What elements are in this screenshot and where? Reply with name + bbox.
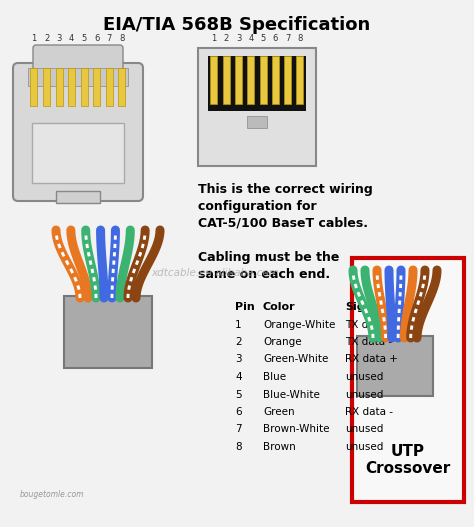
FancyBboxPatch shape — [33, 45, 123, 79]
Text: Pin: Pin — [235, 302, 255, 312]
Text: 1: 1 — [235, 319, 242, 329]
Bar — [247, 56, 255, 104]
Text: Brown: Brown — [263, 442, 296, 452]
Bar — [357, 336, 433, 396]
Text: unused: unused — [345, 372, 383, 382]
Bar — [210, 56, 218, 104]
Bar — [106, 68, 113, 106]
Text: Orange-White: Orange-White — [263, 319, 336, 329]
Text: TX data +: TX data + — [345, 319, 397, 329]
Text: bougetomle.com: bougetomle.com — [20, 490, 84, 499]
Text: 7: 7 — [235, 425, 242, 434]
Bar — [56, 191, 100, 203]
Bar — [284, 56, 291, 104]
Text: UTP
Crossover: UTP Crossover — [365, 444, 451, 476]
Bar — [81, 68, 88, 106]
Text: EIA/TIA 568B Specification: EIA/TIA 568B Specification — [103, 16, 371, 34]
Text: 4: 4 — [235, 372, 242, 382]
Text: 5: 5 — [261, 34, 266, 43]
Text: Blue-White: Blue-White — [263, 389, 320, 399]
Text: 3: 3 — [235, 355, 242, 365]
Bar — [93, 68, 100, 106]
Text: 1: 1 — [211, 34, 217, 43]
Bar — [55, 68, 63, 106]
Bar — [28, 68, 128, 86]
Text: 5: 5 — [235, 389, 242, 399]
Text: 2: 2 — [44, 34, 49, 43]
Text: configuration for: configuration for — [198, 200, 317, 213]
Text: 6: 6 — [273, 34, 278, 43]
Text: 4: 4 — [69, 34, 74, 43]
Text: 4: 4 — [248, 34, 254, 43]
Bar — [68, 68, 75, 106]
Bar — [64, 296, 152, 368]
Text: 7: 7 — [107, 34, 112, 43]
Text: unused: unused — [345, 442, 383, 452]
Text: 2: 2 — [224, 34, 229, 43]
Bar — [223, 56, 230, 104]
Bar — [272, 56, 279, 104]
Text: 6: 6 — [235, 407, 242, 417]
Bar — [118, 68, 126, 106]
Text: Color: Color — [263, 302, 296, 312]
Text: This is the correct wiring: This is the correct wiring — [198, 183, 373, 196]
Text: unused: unused — [345, 389, 383, 399]
Text: Brown-White: Brown-White — [263, 425, 329, 434]
Text: Blue: Blue — [263, 372, 286, 382]
Text: 2: 2 — [235, 337, 242, 347]
Bar — [235, 56, 242, 104]
Text: 1: 1 — [31, 34, 36, 43]
Bar — [32, 123, 124, 183]
Text: Green: Green — [263, 407, 295, 417]
Text: xdtcable.en.alibaba.com: xdtcable.en.alibaba.com — [151, 268, 279, 278]
FancyBboxPatch shape — [13, 63, 143, 201]
Bar — [247, 116, 267, 128]
Bar — [260, 56, 267, 104]
Text: TX data -: TX data - — [345, 337, 392, 347]
Text: Signal: Signal — [345, 302, 384, 312]
Text: 8: 8 — [235, 442, 242, 452]
Text: unused: unused — [345, 425, 383, 434]
Bar — [352, 258, 464, 502]
Text: 3: 3 — [56, 34, 62, 43]
Text: 8: 8 — [297, 34, 303, 43]
Text: 3: 3 — [236, 34, 241, 43]
Text: same on each end.: same on each end. — [198, 268, 330, 281]
Text: Orange: Orange — [263, 337, 301, 347]
Text: RX data +: RX data + — [345, 355, 398, 365]
Text: RX data -: RX data - — [345, 407, 393, 417]
Text: 6: 6 — [94, 34, 100, 43]
Bar — [30, 68, 37, 106]
Bar — [297, 56, 303, 104]
Text: 7: 7 — [285, 34, 291, 43]
Bar — [43, 68, 50, 106]
Text: CAT-5/100 BaseT cables.: CAT-5/100 BaseT cables. — [198, 217, 368, 230]
Text: Green-White: Green-White — [263, 355, 328, 365]
Text: 5: 5 — [82, 34, 87, 43]
Text: 8: 8 — [119, 34, 125, 43]
Text: Cabling must be the: Cabling must be the — [198, 251, 339, 264]
Bar — [208, 56, 306, 111]
Bar — [198, 48, 316, 166]
